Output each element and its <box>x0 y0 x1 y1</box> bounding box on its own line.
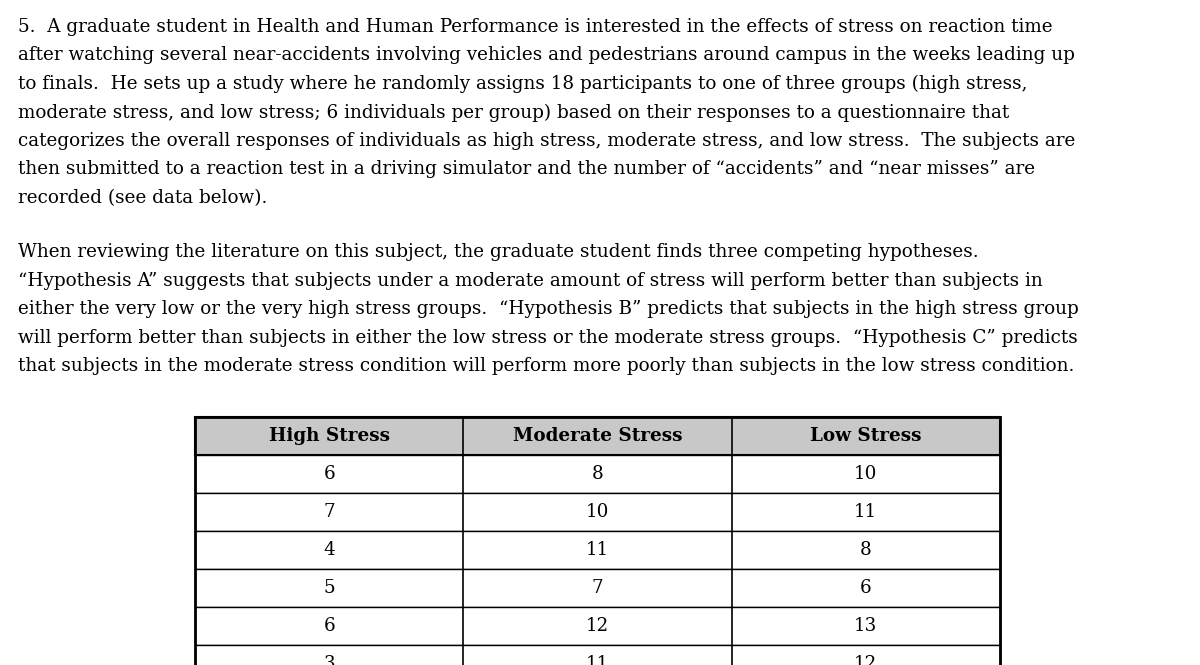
Bar <box>194 607 1000 645</box>
Text: will perform better than subjects in either the low stress or the moderate stres: will perform better than subjects in eit… <box>18 329 1078 346</box>
Text: recorded (see data below).: recorded (see data below). <box>18 189 268 207</box>
Bar <box>194 417 1000 455</box>
Bar <box>194 569 1000 607</box>
Text: When reviewing the literature on this subject, the graduate student finds three : When reviewing the literature on this su… <box>18 243 979 261</box>
Text: 11: 11 <box>586 655 610 665</box>
Text: either the very low or the very high stress groups.  “Hypothesis B” predicts tha: either the very low or the very high str… <box>18 300 1079 318</box>
Text: 11: 11 <box>854 503 877 521</box>
Text: 5: 5 <box>323 579 335 597</box>
Text: to finals.  He sets up a study where he randomly assigns 18 participants to one : to finals. He sets up a study where he r… <box>18 75 1027 93</box>
Text: Moderate Stress: Moderate Stress <box>512 427 683 445</box>
Text: 6: 6 <box>323 617 335 635</box>
Text: 7: 7 <box>323 503 335 521</box>
Text: 12: 12 <box>854 655 877 665</box>
Text: 8: 8 <box>592 465 604 483</box>
Text: 4: 4 <box>323 541 335 559</box>
Text: moderate stress, and low stress; 6 individuals per group) based on their respons: moderate stress, and low stress; 6 indiv… <box>18 104 1009 122</box>
Text: 10: 10 <box>854 465 877 483</box>
Bar <box>194 531 1000 569</box>
Text: High Stress: High Stress <box>269 427 390 445</box>
Text: 11: 11 <box>586 541 610 559</box>
Text: “Hypothesis A” suggests that subjects under a moderate amount of stress will per: “Hypothesis A” suggests that subjects un… <box>18 271 1043 290</box>
Text: 10: 10 <box>586 503 610 521</box>
Text: 7: 7 <box>592 579 604 597</box>
Bar <box>194 645 1000 665</box>
Text: 5.  A graduate student in Health and Human Performance is interested in the effe: 5. A graduate student in Health and Huma… <box>18 18 1052 36</box>
Text: that subjects in the moderate stress condition will perform more poorly than sub: that subjects in the moderate stress con… <box>18 357 1074 375</box>
Text: then submitted to a reaction test in a driving simulator and the number of “acci: then submitted to a reaction test in a d… <box>18 160 1036 178</box>
Text: 12: 12 <box>586 617 610 635</box>
Text: 6: 6 <box>323 465 335 483</box>
Bar <box>194 455 1000 493</box>
Text: 13: 13 <box>854 617 877 635</box>
Text: 6: 6 <box>860 579 871 597</box>
Bar <box>194 493 1000 531</box>
Text: 8: 8 <box>860 541 871 559</box>
Text: Low Stress: Low Stress <box>810 427 922 445</box>
Text: after watching several near-accidents involving vehicles and pedestrians around : after watching several near-accidents in… <box>18 47 1075 65</box>
Text: 3: 3 <box>323 655 335 665</box>
Bar <box>194 417 1000 665</box>
Text: categorizes the overall responses of individuals as high stress, moderate stress: categorizes the overall responses of ind… <box>18 132 1075 150</box>
